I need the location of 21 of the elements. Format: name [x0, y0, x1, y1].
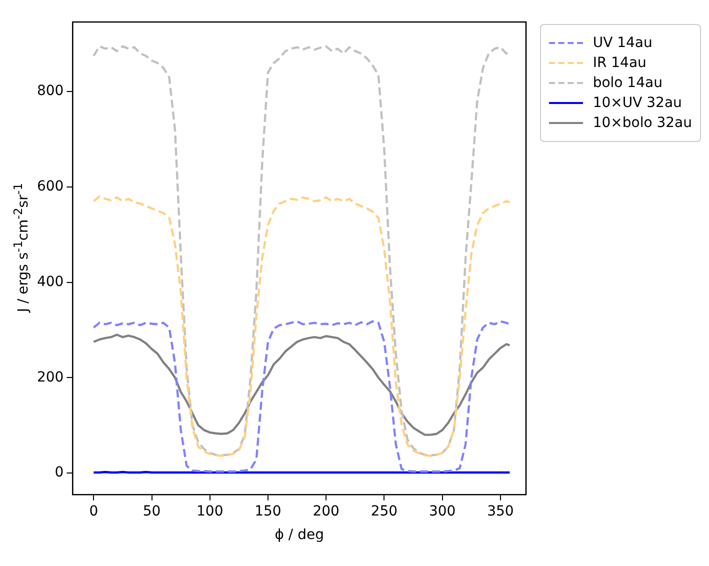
legend-label: 10×UV 32au	[592, 95, 682, 111]
y-tick-label: 800	[36, 83, 64, 100]
legend-label: IR 14au	[592, 55, 646, 71]
legend-label: UV 14au	[592, 35, 652, 51]
x-tick-label: 300	[428, 503, 456, 520]
legend-label: 10×bolo 32au	[592, 115, 692, 131]
y-tick-label: 400	[36, 274, 64, 290]
y-tick-label: 0	[54, 464, 64, 481]
x-tick-label: 100	[196, 503, 224, 520]
x-tick-label: 250	[370, 503, 398, 520]
y-tick-label: 600	[36, 178, 64, 195]
x-tick-label: 50	[142, 503, 160, 520]
x-tick-label: 200	[312, 503, 340, 520]
y-tick-label: 200	[36, 369, 64, 386]
line-series	[92, 320, 511, 473]
x-tick-label: 0	[89, 503, 98, 520]
x-tick-label: 150	[254, 503, 282, 520]
x-tick-label: 350	[486, 503, 514, 520]
x-axis-title: ϕ / deg	[274, 527, 324, 544]
line-series	[92, 195, 511, 457]
legend-label: bolo 14au	[592, 75, 662, 91]
